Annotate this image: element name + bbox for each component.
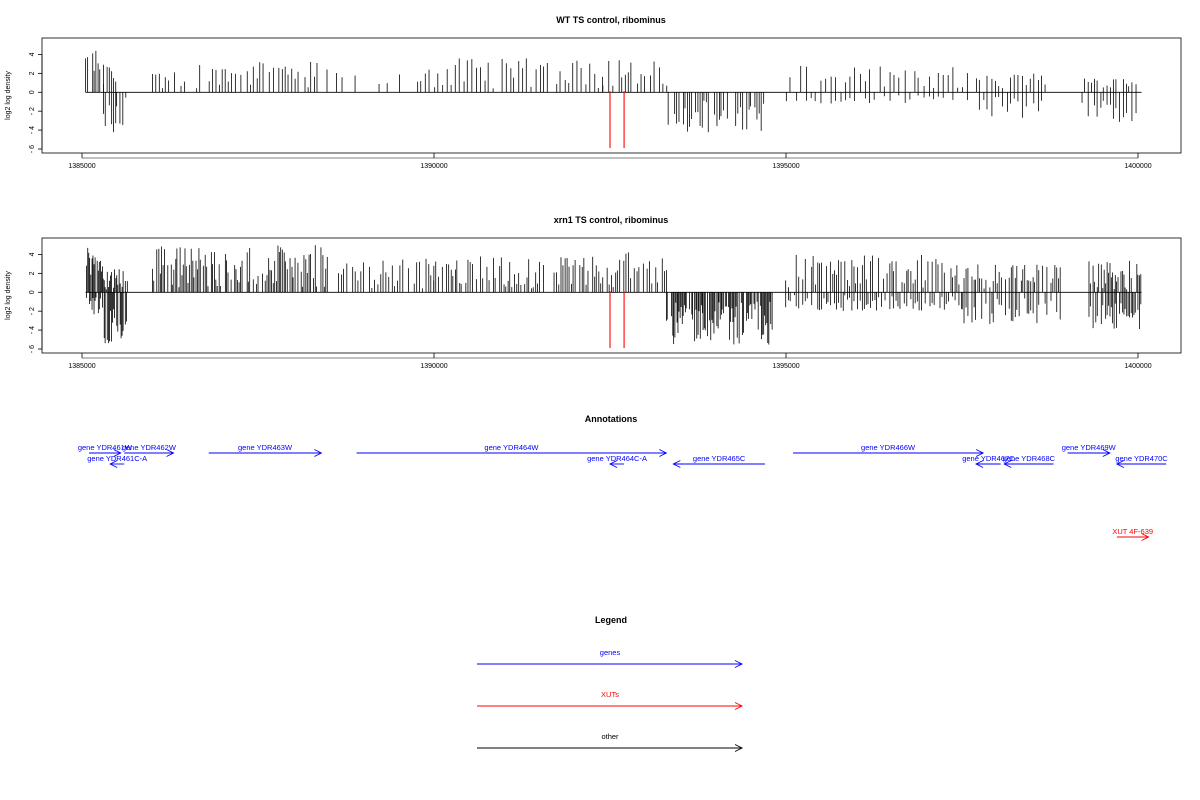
chart-title: xrn1 TS control, ribominus [554, 215, 669, 225]
plot-frame [41, 237, 1182, 354]
x-tick-label: 1395000 [772, 163, 799, 170]
gene-label: gene YDR469W [1062, 443, 1117, 452]
xut-label: XUT 4F-639 [1112, 527, 1153, 536]
y-tick-label: 2 [29, 71, 36, 75]
gene-arrow-head [975, 460, 984, 468]
gene-label: gene YDR470C [1115, 454, 1168, 463]
gene-arrow-head [975, 449, 985, 457]
y-tick-label: - 4 [29, 126, 36, 134]
gene-arrow-head [1003, 460, 1012, 468]
x-tick-label: 1400000 [1124, 163, 1151, 170]
legend-arrow-head [734, 660, 744, 668]
y-tick-label: - 6 [29, 145, 36, 153]
gene-label: gene YDR463W [238, 443, 293, 452]
gene-label: gene YDR468C [1003, 454, 1056, 463]
chart-panel-wt: WT TS control, ribominus - 6 - 4 - 2 0 2 4 log… [5, 15, 1182, 170]
gene-arrow-head [672, 460, 681, 468]
legend-arrow-head [734, 702, 744, 710]
y-tick-label: 2 [29, 271, 36, 275]
x-tick-label: 1390000 [420, 363, 447, 370]
gene-label: gene YDR464W [484, 443, 539, 452]
gene-arrow-head [1115, 460, 1125, 468]
gene-label: gene YDR465C [693, 454, 746, 463]
gene-arrow-head [166, 449, 175, 457]
legend-title: Legend [595, 615, 627, 625]
gene-arrow-head [314, 449, 323, 457]
gene-arrow-head [608, 460, 618, 468]
y-tick-label: - 4 [29, 326, 36, 334]
x-tick-label: 1385000 [68, 363, 95, 370]
gene-label: gene YDR464C-A [587, 454, 647, 463]
gene-label: gene YDR461C-A [87, 454, 147, 463]
y-tick-label: - 2 [29, 307, 36, 315]
y-tick-label: 4 [29, 52, 36, 56]
annotations-title: Annotations [585, 414, 638, 424]
gene-arrow-head [109, 460, 118, 468]
legend: Legend genes XUTs other [477, 615, 744, 752]
y-tick-label: 0 [29, 290, 36, 294]
legend-arrow-head [734, 744, 744, 752]
gene-label: gene YDR467C [962, 454, 1015, 463]
chart-panel-xrn1: xrn1 TS control, ribominus - 6 - 4 - 2 0 2 4 l… [5, 215, 1182, 370]
y-axis-label: log2 log density [5, 271, 12, 320]
y-tick-label: 0 [29, 90, 36, 94]
x-tick-label: 1385000 [68, 163, 95, 170]
gene-arrow-head [659, 449, 668, 457]
gene-arrow-head [113, 449, 122, 457]
gene-arrow-head [1102, 449, 1111, 457]
legend-label: genes [600, 648, 621, 657]
legend-label: other [601, 732, 619, 741]
x-tick-label: 1390000 [420, 163, 447, 170]
gene-label: gene YDR462W [122, 443, 177, 452]
y-tick-label: - 6 [29, 345, 36, 353]
legend-label: XUTs [601, 690, 619, 699]
x-tick-label: 1395000 [772, 363, 799, 370]
x-tick-label: 1400000 [1124, 363, 1151, 370]
chart-title: WT TS control, ribominus [556, 15, 666, 25]
gene-label: gene YDR461W [78, 443, 133, 452]
y-axis-label: log2 log density [5, 71, 12, 120]
y-tick-label: 4 [29, 252, 36, 256]
xut-arrow-head [1141, 533, 1150, 541]
y-tick-label: - 2 [29, 107, 36, 115]
annotations-track: Annotations gene YDR461W gene YDR461C-A ge… [78, 414, 1168, 541]
gene-label: gene YDR466W [861, 443, 916, 452]
